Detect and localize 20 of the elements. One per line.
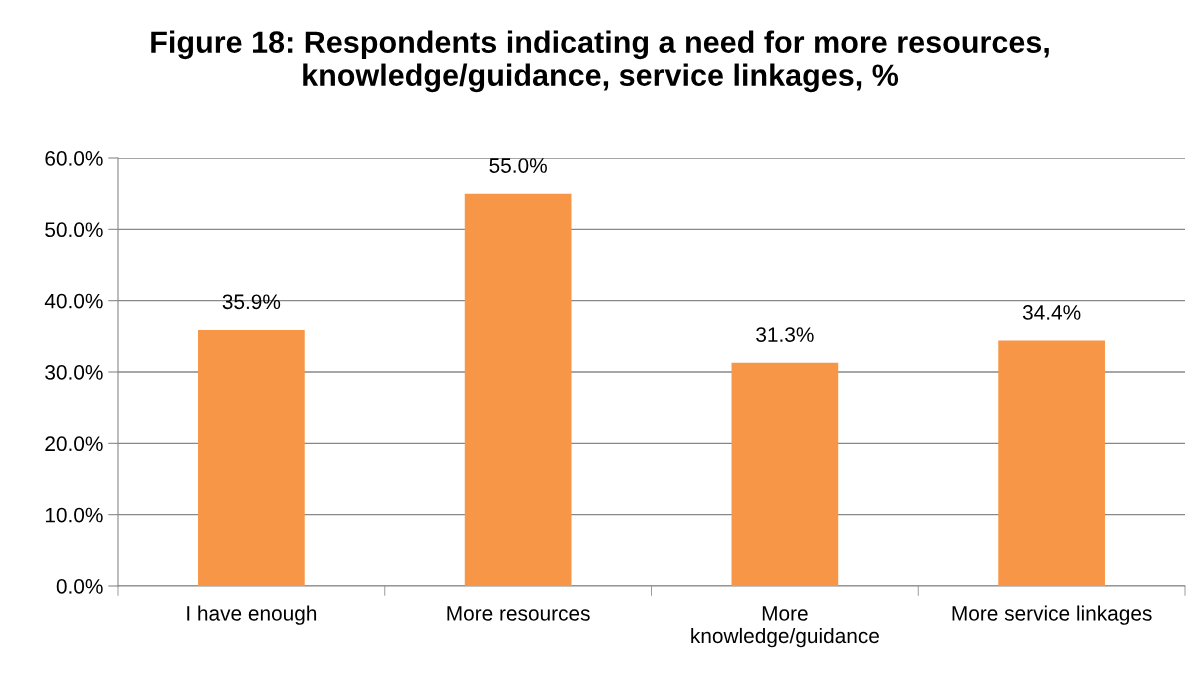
y-tick-label: 30.0% [45, 365, 103, 380]
y-tick-label: 40.0% [44, 293, 103, 309]
chart-title: Figure 18: Respondents indicating a need for more resources, knowledge/guidance, service linkages, % [151, 30, 1049, 93]
x-tick-label: More resources [447, 606, 590, 621]
data-label: 34.4% [1022, 305, 1081, 320]
y-tick-label: 10.0% [45, 507, 103, 523]
data-label: 31.3% [756, 327, 814, 342]
bar [731, 362, 839, 586]
y-tick-label: 60.0% [45, 151, 103, 166]
x-tick-label: More knowledge/guidance [691, 606, 879, 648]
data-label: 35.9% [222, 294, 281, 310]
x-tick-label: More service linkages [952, 605, 1152, 625]
data-label: 55.0% [489, 158, 547, 173]
bar [198, 329, 305, 586]
y-tick-label: 50.0% [45, 222, 103, 238]
x-tick-label: I have enough [187, 605, 317, 625]
y-tick-label: 20.0% [45, 436, 103, 452]
bar [464, 193, 572, 586]
y-tick-label: 0.0% [56, 579, 103, 594]
bar [998, 340, 1105, 586]
